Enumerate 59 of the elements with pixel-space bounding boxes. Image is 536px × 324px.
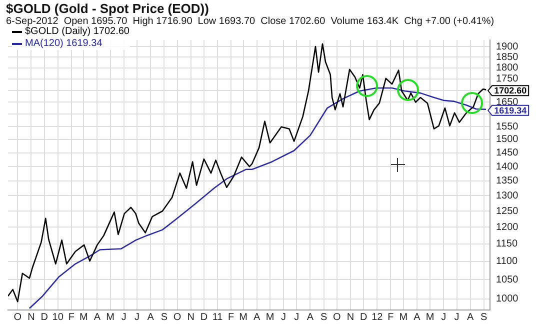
x-tick-label: D — [360, 312, 368, 323]
x-tick-label: J — [441, 312, 446, 323]
annotation: 1619.34 — [494, 105, 527, 116]
x-tick-label: S — [320, 312, 328, 323]
x-tick-label: J — [294, 312, 300, 323]
y-tick-label: 1050 — [496, 274, 519, 286]
y-tick-label: 1100 — [496, 256, 518, 268]
x-tick-label: A — [306, 312, 314, 323]
y-tick-label: 1650 — [496, 96, 519, 108]
x-tick-label: M — [79, 312, 88, 323]
x-tick-label: D — [200, 312, 208, 323]
x-tick-label: A — [466, 312, 474, 323]
y-tick-label: 1750 — [496, 74, 519, 85]
y-tick-label: 1000 — [496, 294, 519, 305]
x-tick-label: M — [239, 312, 248, 323]
y-tick-label: 1400 — [496, 161, 519, 172]
y-tick-label: 1450 — [496, 148, 519, 159]
x-tick-label: A — [147, 312, 154, 323]
x-tick-label: M — [399, 312, 408, 323]
x-tick-label: A — [414, 312, 421, 323]
y-tick-label: 1900 — [496, 41, 519, 52]
x-tick-label: D — [40, 312, 48, 323]
x-tick-label: O — [173, 312, 182, 323]
y-tick-label: 1500 — [496, 134, 519, 146]
x-tick-label: N — [28, 312, 35, 323]
x-tick-label: F — [388, 312, 394, 323]
x-tick-label: 10 — [52, 312, 64, 323]
y-tick-label: 1800 — [496, 62, 519, 74]
x-tick-label: S — [480, 312, 488, 323]
chart-title: $GOLD (Gold - Spot Price (EOD)) — [6, 1, 209, 16]
legend-label: MA(120) 1619.34 — [25, 38, 102, 50]
x-tick-label: J — [281, 312, 286, 323]
x-tick-label: O — [333, 312, 342, 323]
x-tick-label: O — [14, 312, 22, 323]
x-tick-label: 11 — [212, 312, 224, 323]
x-tick-label: A — [94, 312, 101, 323]
legend-label: $GOLD (Daily) 1702.60 — [25, 26, 130, 38]
x-tick-label: J — [121, 312, 126, 323]
x-tick-label: A — [254, 312, 261, 323]
y-tick-label: 1550 — [496, 121, 519, 132]
y-tick-label: 1150 — [496, 238, 518, 250]
x-tick-label: S — [160, 312, 168, 323]
x-tick-label: J — [454, 312, 460, 323]
x-tick-label: N — [187, 312, 194, 323]
annotation: 1702.60 — [494, 86, 527, 96]
x-tick-label: N — [346, 312, 354, 323]
x-tick-label: J — [134, 312, 140, 323]
chart-subtitle: 6-Sep-2012 Open 1695.70 High 1716.90 Low 1693.70 Close 1702.60 Volume 163.4K Chg +7.00 (+0.41%) — [6, 16, 494, 27]
x-tick-label: M — [266, 312, 274, 323]
y-tick-label: 1250 — [496, 206, 519, 217]
x-tick-label: M — [426, 312, 434, 323]
x-tick-label: F — [228, 312, 234, 323]
y-tick-label: 1350 — [496, 176, 519, 187]
x-tick-label: 12 — [372, 312, 384, 323]
y-tick-label: 1850 — [496, 52, 519, 63]
x-tick-label: M — [106, 312, 115, 323]
y-tick-label: 1300 — [496, 190, 519, 202]
x-tick-label: F — [68, 312, 74, 323]
y-tick-label: 1200 — [496, 222, 519, 233]
